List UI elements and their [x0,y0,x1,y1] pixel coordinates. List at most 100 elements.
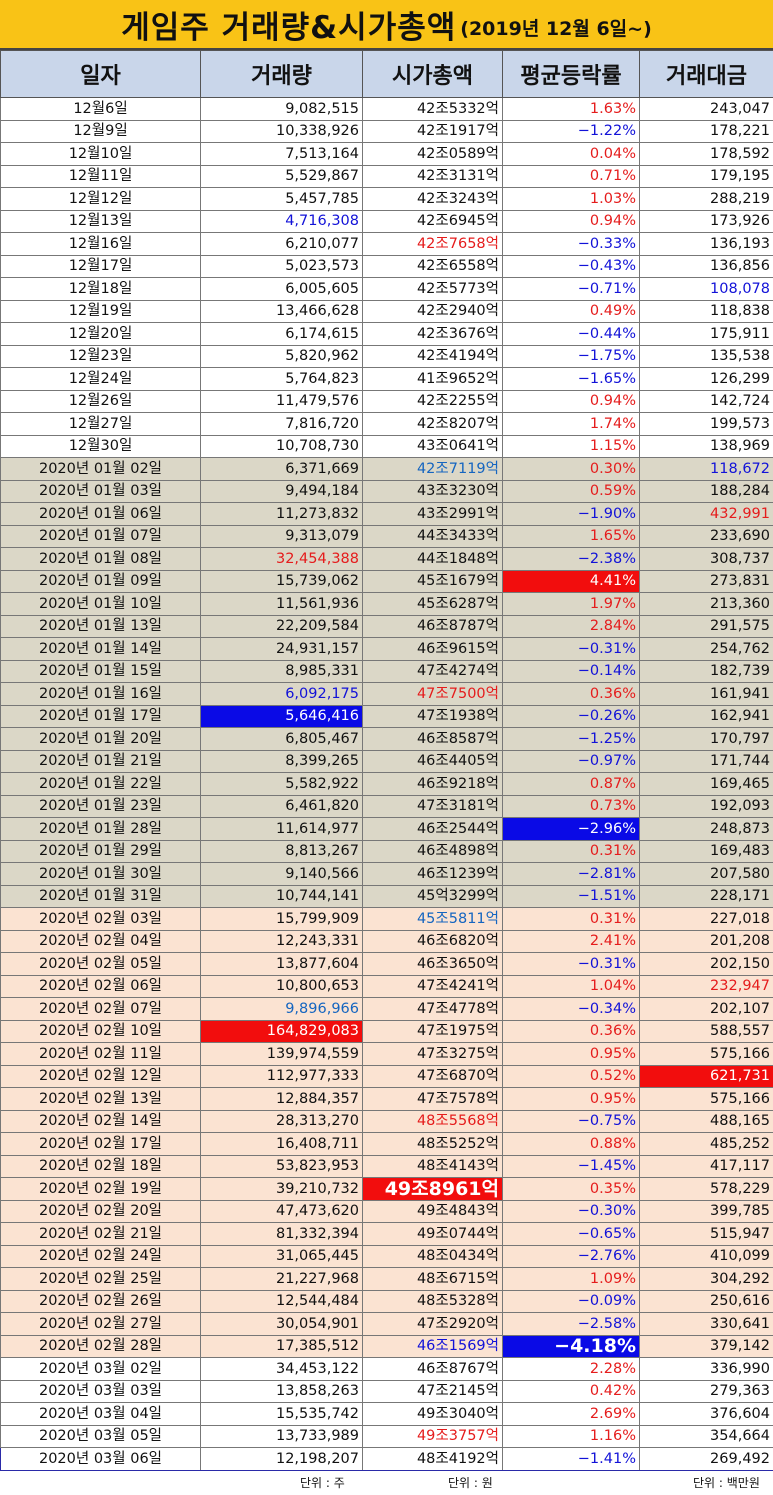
cell-market-cap: 46조1569억 [363,1335,503,1358]
cell-date: 2020년 02월 06일 [1,975,201,998]
cell-date: 2020년 01월 30일 [1,863,201,886]
cell-avg-change: −4.18% [503,1335,640,1358]
cell-date: 2020년 01월 20일 [1,728,201,751]
cell-avg-change: −0.44% [503,323,640,346]
cell-market-cap: 42조7119억 [363,458,503,481]
cell-avg-change: −1.45% [503,1155,640,1178]
cell-trade-amount: 304,292 [640,1268,773,1291]
cell-date: 2020년 01월 17일 [1,705,201,728]
cell-trade-amount: 243,047 [640,98,773,121]
cell-trade-amount: 202,107 [640,998,773,1021]
cell-market-cap: 44조3433억 [363,525,503,548]
cell-market-cap: 47조4241억 [363,975,503,998]
cell-avg-change: 1.09% [503,1268,640,1291]
cell-volume: 139,974,559 [201,1043,363,1066]
header-volume: 거래량 [201,51,363,98]
cell-volume: 9,140,566 [201,863,363,886]
cell-volume: 9,494,184 [201,480,363,503]
cell-volume: 12,198,207 [201,1448,363,1471]
cell-trade-amount: 354,664 [640,1425,773,1448]
cell-trade-amount: 621,731 [640,1065,773,1088]
title-main: 게임주 거래량&시가총액 [121,2,456,47]
cell-trade-amount: 233,690 [640,525,773,548]
cell-date: 2020년 01월 29일 [1,840,201,863]
cell-date: 2020년 02월 17일 [1,1133,201,1156]
header-avg-change: 평균등락률 [503,51,640,98]
cell-volume: 5,457,785 [201,188,363,211]
cell-volume: 6,174,615 [201,323,363,346]
cell-trade-amount: 118,672 [640,458,773,481]
cell-trade-amount: 207,580 [640,863,773,886]
cell-date: 12월13일 [1,210,201,233]
cell-date: 2020년 01월 14일 [1,638,201,661]
cell-avg-change: 0.71% [503,165,640,188]
cell-avg-change: −0.34% [503,998,640,1021]
cell-market-cap: 46조8787억 [363,615,503,638]
cell-volume: 6,005,605 [201,278,363,301]
cell-volume: 164,829,083 [201,1020,363,1043]
cell-market-cap: 48조5252억 [363,1133,503,1156]
cell-market-cap: 43조3230억 [363,480,503,503]
cell-date: 2020년 01월 07일 [1,525,201,548]
cell-trade-amount: 575,166 [640,1043,773,1066]
cell-market-cap: 43조2991억 [363,503,503,526]
header-market-cap: 시가총액 [363,51,503,98]
cell-trade-amount: 201,208 [640,930,773,953]
cell-date: 2020년 01월 22일 [1,773,201,796]
cell-volume: 47,473,620 [201,1200,363,1223]
cell-volume: 5,582,922 [201,773,363,796]
cell-trade-amount: 161,941 [640,683,773,706]
cell-market-cap: 42조5332억 [363,98,503,121]
cell-volume: 6,805,467 [201,728,363,751]
cell-date: 2020년 01월 10일 [1,593,201,616]
cell-trade-amount: 273,831 [640,570,773,593]
cell-volume: 11,614,977 [201,818,363,841]
cell-market-cap: 48조5328억 [363,1290,503,1313]
cell-volume: 112,977,333 [201,1065,363,1088]
cell-avg-change: −2.58% [503,1313,640,1336]
cell-avg-change: 1.16% [503,1425,640,1448]
cell-trade-amount: 173,926 [640,210,773,233]
cell-avg-change: 0.88% [503,1133,640,1156]
cell-volume: 13,733,989 [201,1425,363,1448]
cell-date: 2020년 03월 05일 [1,1425,201,1448]
cell-avg-change: −0.75% [503,1110,640,1133]
cell-trade-amount: 202,150 [640,953,773,976]
cell-volume: 15,799,909 [201,908,363,931]
units-footer: 단위 : 주 단위 : 원 단위 : 백만원 [0,1471,773,1495]
cell-market-cap: 45조6287억 [363,593,503,616]
cell-market-cap: 49조0744억 [363,1223,503,1246]
cell-volume: 22,209,584 [201,615,363,638]
cell-avg-change: −0.14% [503,660,640,683]
cell-avg-change: 0.87% [503,773,640,796]
cell-trade-amount: 575,166 [640,1088,773,1111]
cell-date: 2020년 02월 21일 [1,1223,201,1246]
page-title: 게임주 거래량&시가총액 (2019년 12월 6일~) [0,0,773,50]
cell-date: 2020년 02월 05일 [1,953,201,976]
cell-market-cap: 48조0434억 [363,1245,503,1268]
cell-date: 12월30일 [1,435,201,458]
cell-avg-change: −0.33% [503,233,640,256]
cell-market-cap: 42조8207억 [363,413,503,436]
cell-market-cap: 42조3243억 [363,188,503,211]
cell-avg-change: 0.59% [503,480,640,503]
cell-volume: 5,023,573 [201,255,363,278]
